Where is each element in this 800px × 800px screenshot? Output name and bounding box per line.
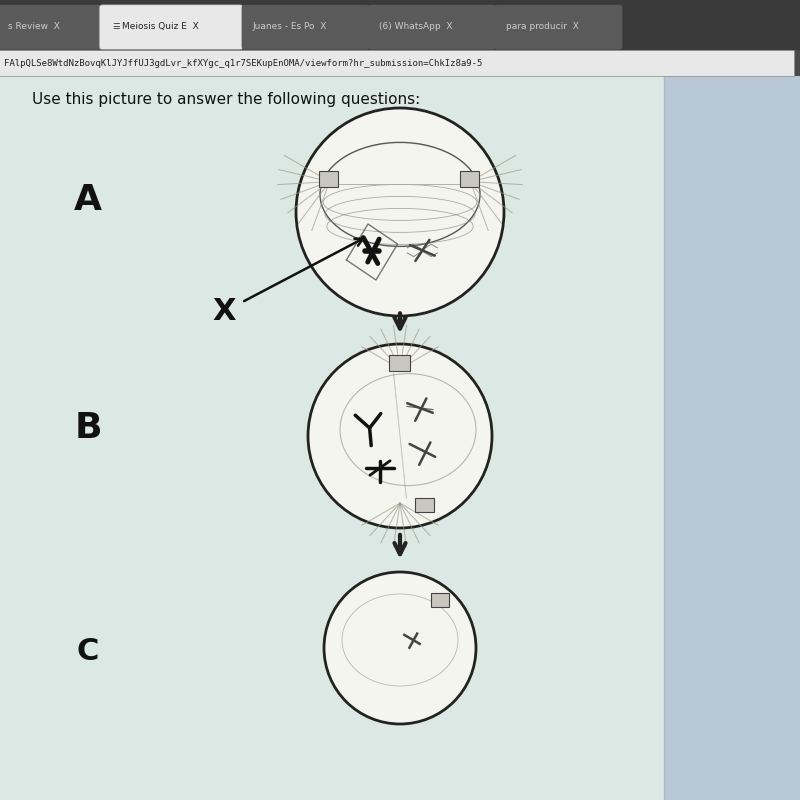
FancyBboxPatch shape bbox=[460, 171, 479, 187]
FancyBboxPatch shape bbox=[0, 50, 800, 76]
FancyBboxPatch shape bbox=[368, 5, 496, 50]
FancyBboxPatch shape bbox=[494, 5, 622, 50]
Text: X: X bbox=[212, 298, 236, 326]
FancyBboxPatch shape bbox=[0, 0, 800, 50]
Circle shape bbox=[324, 572, 476, 724]
FancyBboxPatch shape bbox=[99, 5, 243, 50]
FancyBboxPatch shape bbox=[319, 171, 338, 187]
Text: FAlpQLSe8WtdNzBovqKlJYJffUJ3gdLvr_kfXYgc_q1r7SEKupEnOMA/viewform?hr_submission=C: FAlpQLSe8WtdNzBovqKlJYJffUJ3gdLvr_kfXYgc… bbox=[4, 58, 482, 68]
Text: para producir  X: para producir X bbox=[506, 22, 578, 31]
FancyBboxPatch shape bbox=[664, 76, 800, 800]
Text: Use this picture to answer the following questions:: Use this picture to answer the following… bbox=[32, 92, 420, 107]
FancyBboxPatch shape bbox=[389, 354, 410, 370]
Text: B: B bbox=[74, 411, 102, 445]
Text: Juanes - Es Po  X: Juanes - Es Po X bbox=[253, 22, 327, 31]
FancyBboxPatch shape bbox=[0, 50, 794, 76]
Circle shape bbox=[296, 108, 504, 316]
Text: C: C bbox=[77, 638, 99, 666]
FancyBboxPatch shape bbox=[0, 5, 101, 50]
FancyBboxPatch shape bbox=[0, 76, 664, 800]
Text: s Review  X: s Review X bbox=[8, 22, 60, 31]
Text: (6) WhatsApp  X: (6) WhatsApp X bbox=[379, 22, 453, 31]
Text: ☰: ☰ bbox=[112, 22, 119, 31]
Circle shape bbox=[308, 344, 492, 528]
FancyBboxPatch shape bbox=[242, 5, 370, 50]
FancyBboxPatch shape bbox=[431, 594, 449, 607]
Text: A: A bbox=[74, 183, 102, 217]
FancyBboxPatch shape bbox=[415, 498, 434, 512]
Text: Meiosis Quiz E  X: Meiosis Quiz E X bbox=[122, 22, 199, 31]
